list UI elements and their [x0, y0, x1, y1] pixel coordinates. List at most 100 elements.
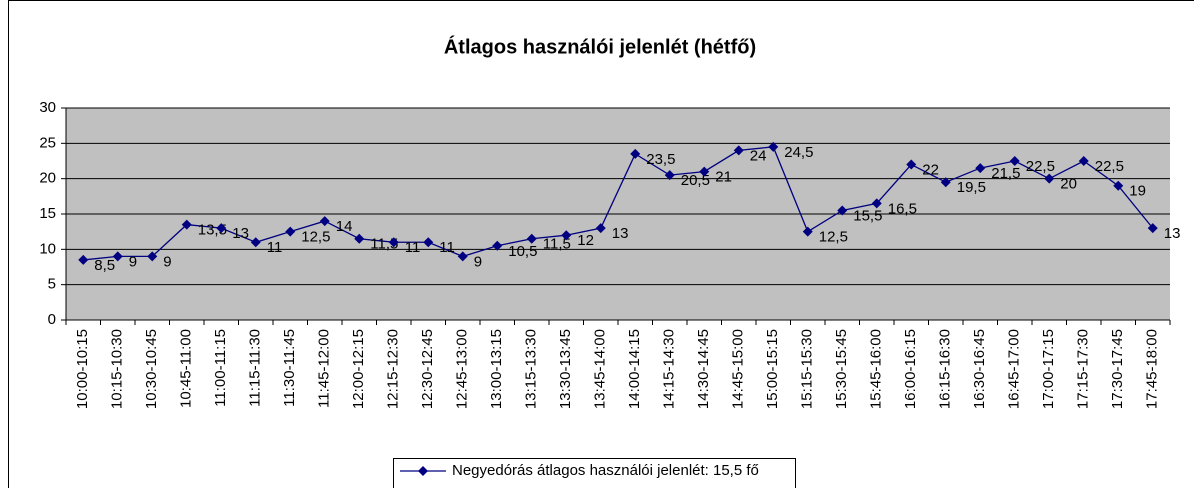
x-tick-label: 17:45-18:00 — [1144, 329, 1161, 409]
data-label: 12,5 — [301, 229, 330, 246]
x-tick-label: 10:45-11:00 — [178, 329, 195, 408]
data-label: 11 — [267, 239, 283, 256]
y-tick-label: 30 — [39, 99, 56, 116]
x-tick-label: 15:15-15:30 — [799, 329, 816, 409]
x-tick-label: 14:15-14:30 — [661, 329, 678, 409]
data-label: 22,5 — [1095, 158, 1124, 175]
data-label: 19,5 — [957, 179, 986, 196]
x-tick-label: 17:00-17:15 — [1040, 329, 1057, 409]
marker — [250, 237, 261, 248]
marker — [1009, 156, 1020, 166]
y-tick-label: 20 — [39, 170, 56, 187]
data-label: 14 — [336, 218, 353, 235]
legend-marker — [418, 466, 428, 476]
marker — [561, 230, 572, 241]
marker — [630, 148, 641, 159]
x-tick-label: 13:30-13:45 — [557, 329, 574, 409]
data-label: 24,5 — [784, 144, 813, 161]
marker — [1147, 223, 1158, 234]
data-label: 21 — [715, 169, 732, 186]
marker — [216, 223, 227, 234]
data-label: 9 — [163, 253, 171, 270]
data-label: 22,5 — [1026, 158, 1055, 175]
line — [83, 146, 1154, 261]
marker — [733, 145, 744, 156]
y-tick-label: 10 — [39, 240, 56, 257]
marker — [837, 205, 848, 216]
x-tick-label: 14:00-14:15 — [626, 329, 643, 409]
data-label: 9 — [129, 253, 137, 270]
marker — [526, 233, 537, 244]
x-tick-label: 10:00-10:15 — [74, 329, 91, 409]
data-label: 24 — [750, 147, 767, 164]
x-tick-label: 11:45-12:00 — [316, 329, 333, 408]
data-label: 13 — [232, 225, 249, 242]
legend-box — [393, 458, 796, 488]
marker — [423, 237, 434, 248]
data-label: 15,5 — [853, 207, 882, 224]
data-label: 20 — [1060, 176, 1077, 193]
marker — [319, 216, 330, 227]
x-tick-label: 13:00-13:15 — [488, 329, 505, 409]
x-tick-label: 12:45-13:00 — [454, 329, 471, 409]
marker — [1044, 173, 1055, 184]
marker — [595, 223, 606, 234]
x-tick-label: 16:45-17:00 — [1006, 329, 1023, 409]
x-tick-label: 16:00-16:15 — [902, 329, 919, 409]
marker — [664, 170, 675, 181]
y-tick-label: 15 — [39, 205, 56, 222]
x-tick-label: 17:15-17:30 — [1075, 329, 1092, 409]
data-label: 11 — [405, 239, 421, 256]
marker — [78, 254, 89, 265]
x-tick-label: 11:30-11:45 — [281, 329, 298, 407]
chart-title: Átlagos használói jelenlét (hétfő) — [444, 35, 756, 58]
marker — [906, 159, 917, 170]
data-label: 20,5 — [681, 172, 710, 189]
marker — [388, 237, 399, 248]
marker — [112, 251, 123, 262]
x-tick-label: 12:00-12:15 — [350, 329, 367, 409]
x-tick-label: 12:30-12:45 — [419, 329, 436, 409]
data-label: 11,5 — [543, 236, 571, 253]
x-tick-label: 11:00-11:15 — [212, 329, 229, 407]
x-tick-label: 10:15-10:30 — [109, 329, 126, 409]
marker — [940, 177, 951, 188]
y-tick-label: 0 — [48, 311, 56, 328]
data-label: 8,5 — [94, 257, 115, 274]
marker — [285, 226, 296, 237]
x-tick-label: 11:15-11:30 — [247, 329, 264, 407]
marker — [699, 166, 710, 177]
x-tick-label: 15:00-15:15 — [764, 329, 781, 409]
marker — [1078, 156, 1089, 166]
x-tick-label: 17:30-17:45 — [1109, 329, 1126, 409]
x-tick-label: 12:15-12:30 — [385, 329, 402, 409]
data-label: 13 — [1164, 225, 1181, 242]
x-tick-label: 13:15-13:30 — [523, 329, 540, 409]
x-tick-label: 13:45-14:00 — [592, 329, 609, 409]
y-tick-label: 5 — [48, 276, 56, 293]
data-label: 12,5 — [819, 229, 848, 246]
x-tick-label: 10:30-10:45 — [143, 329, 160, 409]
marker — [492, 240, 503, 251]
legend-label: Negyedórás átlagos használói jelenlét: 1… — [452, 462, 759, 479]
data-label: 22 — [922, 162, 939, 179]
marker — [768, 141, 779, 152]
x-tick-label: 15:30-15:45 — [833, 329, 850, 409]
data-label: 21,5 — [991, 165, 1020, 182]
data-label: 9 — [474, 253, 482, 270]
marker — [457, 251, 468, 262]
data-label: 23,5 — [646, 151, 675, 168]
data-label: 10,5 — [508, 243, 537, 260]
x-tick-label: 14:45-15:00 — [730, 329, 747, 409]
marker — [871, 198, 882, 209]
y-tick-label: 25 — [39, 134, 56, 151]
data-label: 16,5 — [888, 200, 917, 217]
x-tick-label: 16:30-16:45 — [971, 329, 988, 409]
marker — [802, 226, 813, 237]
data-label: 12 — [577, 232, 594, 249]
x-tick-label: 14:30-14:45 — [695, 329, 712, 409]
x-tick-label: 15:45-16:00 — [868, 329, 885, 409]
data-label: 13 — [612, 225, 629, 242]
data-label: 11 — [439, 239, 455, 256]
